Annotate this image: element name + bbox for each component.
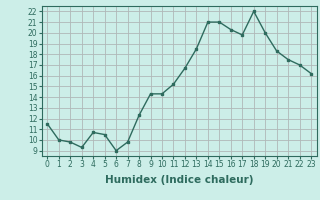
X-axis label: Humidex (Indice chaleur): Humidex (Indice chaleur) xyxy=(105,175,253,185)
